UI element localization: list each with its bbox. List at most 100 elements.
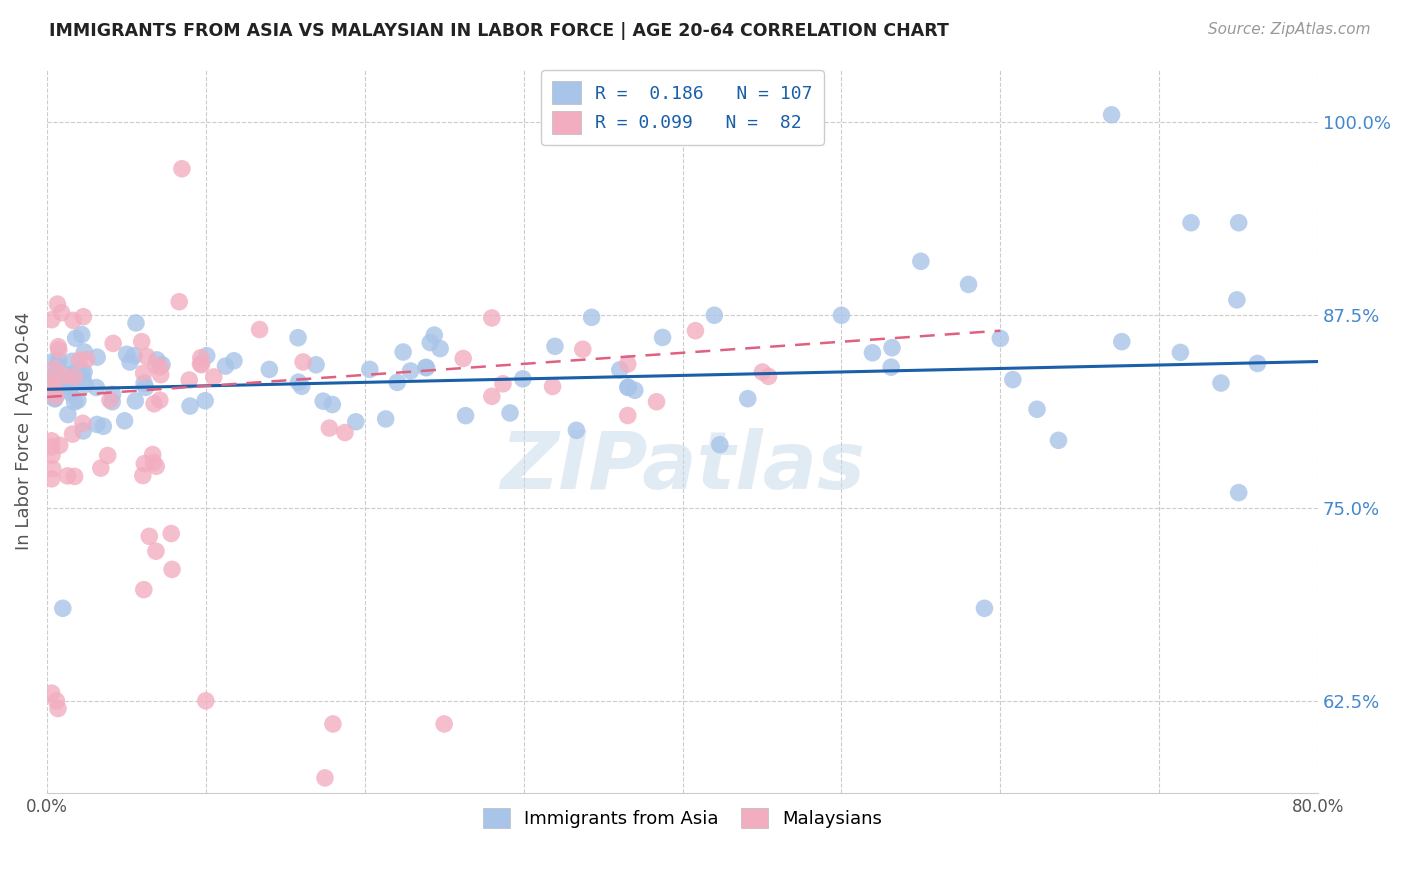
Point	[862, 345, 884, 359]
Point	[312, 394, 335, 409]
Point	[616, 357, 638, 371]
Point	[190, 351, 212, 365]
Text: ZIPatlas: ZIPatlas	[501, 428, 865, 506]
Point	[222, 353, 245, 368]
Point	[142, 456, 165, 470]
Point	[685, 324, 707, 338]
Point	[149, 368, 172, 382]
Point	[145, 459, 167, 474]
Point	[1047, 434, 1070, 448]
Point	[249, 322, 271, 336]
Point	[149, 359, 172, 374]
Point	[46, 297, 69, 311]
Point	[287, 331, 309, 345]
Point	[359, 362, 381, 376]
Point	[202, 370, 225, 384]
Point	[98, 393, 121, 408]
Point	[651, 330, 673, 344]
Point	[1111, 334, 1133, 349]
Point	[44, 374, 66, 388]
Point	[451, 351, 474, 366]
Point	[146, 353, 169, 368]
Point	[60, 354, 83, 368]
Point	[988, 331, 1011, 345]
Point	[415, 360, 437, 375]
Point	[617, 380, 640, 394]
Legend: Immigrants from Asia, Malaysians: Immigrants from Asia, Malaysians	[475, 801, 889, 835]
Point	[544, 339, 567, 353]
Point	[118, 355, 141, 369]
Point	[512, 372, 534, 386]
Point	[973, 601, 995, 615]
Point	[73, 345, 96, 359]
Point	[314, 771, 336, 785]
Point	[190, 358, 212, 372]
Point	[45, 389, 67, 403]
Point	[72, 310, 94, 324]
Point	[481, 389, 503, 403]
Point	[134, 457, 156, 471]
Point	[41, 686, 63, 700]
Point	[101, 387, 124, 401]
Point	[48, 370, 70, 384]
Point	[46, 701, 69, 715]
Point	[1209, 376, 1232, 390]
Point	[318, 421, 340, 435]
Point	[143, 397, 166, 411]
Point	[124, 393, 146, 408]
Point	[44, 392, 66, 406]
Y-axis label: In Labor Force | Age 20-64: In Labor Force | Age 20-64	[15, 312, 32, 550]
Point	[1101, 108, 1123, 122]
Point	[492, 376, 515, 391]
Point	[44, 361, 66, 376]
Point	[616, 409, 638, 423]
Point	[880, 360, 903, 375]
Point	[305, 358, 328, 372]
Point	[59, 380, 82, 394]
Point	[41, 434, 63, 448]
Point	[41, 448, 63, 462]
Point	[565, 423, 588, 437]
Point	[67, 361, 90, 376]
Point	[53, 368, 76, 383]
Point	[48, 438, 70, 452]
Point	[46, 340, 69, 354]
Point	[115, 347, 138, 361]
Point	[86, 350, 108, 364]
Point	[429, 342, 451, 356]
Point	[415, 360, 437, 375]
Point	[1227, 485, 1250, 500]
Point	[53, 382, 76, 396]
Point	[86, 380, 108, 394]
Point	[623, 384, 645, 398]
Point	[67, 352, 90, 367]
Point	[65, 331, 87, 345]
Point	[499, 406, 522, 420]
Text: IMMIGRANTS FROM ASIA VS MALAYSIAN IN LABOR FORCE | AGE 20-64 CORRELATION CHART: IMMIGRANTS FROM ASIA VS MALAYSIAN IN LAB…	[49, 22, 949, 40]
Point	[63, 370, 86, 384]
Point	[41, 376, 63, 390]
Point	[75, 377, 97, 392]
Point	[1001, 373, 1024, 387]
Point	[910, 254, 932, 268]
Point	[454, 409, 477, 423]
Point	[1026, 402, 1049, 417]
Point	[63, 469, 86, 483]
Point	[145, 358, 167, 372]
Point	[645, 394, 668, 409]
Point	[344, 415, 367, 429]
Point	[195, 349, 218, 363]
Point	[44, 384, 66, 399]
Point	[194, 393, 217, 408]
Point	[114, 414, 136, 428]
Point	[41, 312, 63, 326]
Point	[66, 393, 89, 408]
Point	[433, 717, 456, 731]
Point	[52, 601, 75, 615]
Point	[541, 379, 564, 393]
Point	[703, 308, 725, 322]
Point	[160, 562, 183, 576]
Point	[45, 374, 67, 388]
Point	[709, 438, 731, 452]
Point	[44, 353, 66, 368]
